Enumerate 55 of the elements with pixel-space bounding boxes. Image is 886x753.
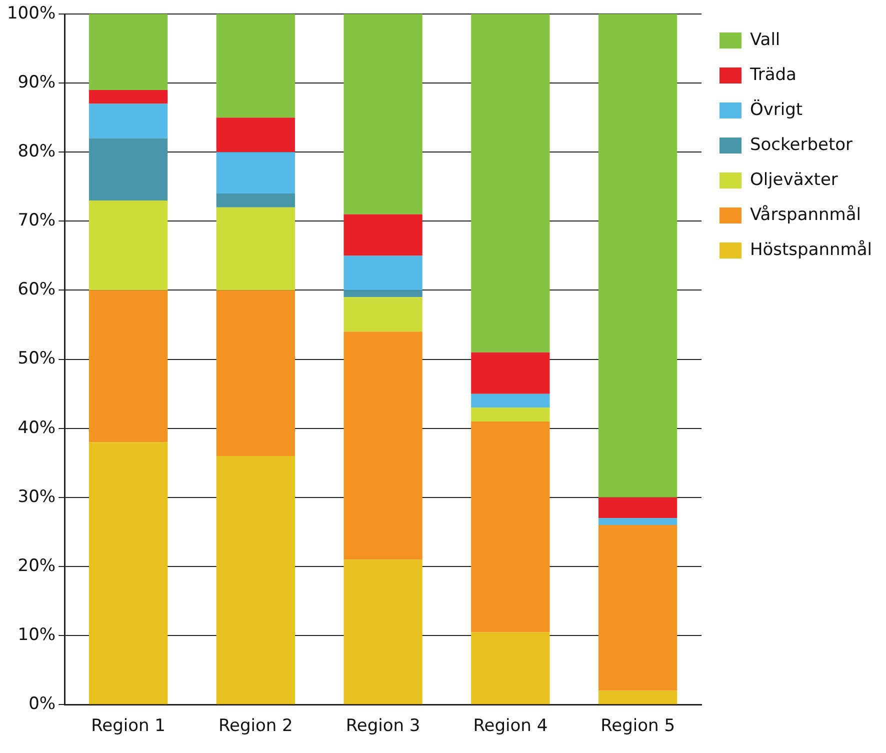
bar — [216, 152, 295, 194]
bar — [344, 297, 422, 332]
y-tick-label: 50% — [18, 348, 56, 369]
bar — [88, 290, 168, 442]
legend-label: Vall — [750, 30, 780, 50]
bar — [471, 632, 550, 704]
bar — [88, 104, 168, 138]
y-tick-label: 90% — [18, 72, 56, 92]
y-tick-label: 100% — [6, 3, 56, 24]
y-tick-label: 80% — [18, 142, 56, 162]
bar — [344, 290, 422, 298]
legend-label: Oljeväxter — [750, 170, 838, 190]
y-tick-label: 70% — [18, 210, 56, 231]
x-tick-label: Region 3 — [346, 716, 420, 736]
y-tick-label: 40% — [18, 418, 56, 438]
bar — [344, 214, 422, 256]
bar — [216, 14, 295, 118]
bar — [216, 207, 295, 290]
bar — [344, 14, 422, 214]
bar — [88, 200, 168, 290]
x-tick-label: Region 1 — [91, 716, 166, 736]
legend-label: Träda — [748, 64, 796, 85]
legend-label: Höstspannmål — [750, 240, 872, 260]
y-tick-label: 20% — [18, 556, 56, 576]
y-tick-label: 0% — [28, 694, 56, 714]
x-tick-label: Region 2 — [218, 716, 293, 736]
legend-label: Sockerbetor — [750, 134, 853, 155]
bar — [598, 690, 678, 704]
legend-label: Vårspannmål — [750, 204, 862, 225]
bar — [88, 90, 168, 104]
bar — [88, 14, 168, 90]
bar — [344, 256, 422, 290]
x-tick-label: Region 4 — [473, 716, 548, 736]
bar — [344, 332, 422, 560]
bar — [598, 497, 678, 518]
bar — [216, 456, 295, 704]
bar — [471, 394, 550, 408]
bar — [471, 421, 550, 632]
legend-label: Övrigt — [750, 98, 803, 120]
bar — [88, 442, 168, 704]
bar — [598, 525, 678, 691]
y-tick-label: 30% — [18, 486, 56, 507]
bar — [216, 290, 295, 456]
bar — [471, 352, 550, 394]
bar — [471, 14, 550, 352]
y-tick-label: 10% — [18, 624, 56, 645]
bar — [216, 118, 295, 152]
bar — [598, 518, 678, 526]
bar — [216, 194, 295, 208]
x-tick-label: Region 5 — [600, 716, 675, 736]
y-tick-label: 60% — [18, 280, 56, 300]
bar — [598, 14, 678, 498]
bar — [88, 138, 168, 200]
bar — [344, 560, 422, 704]
bar — [471, 408, 550, 422]
